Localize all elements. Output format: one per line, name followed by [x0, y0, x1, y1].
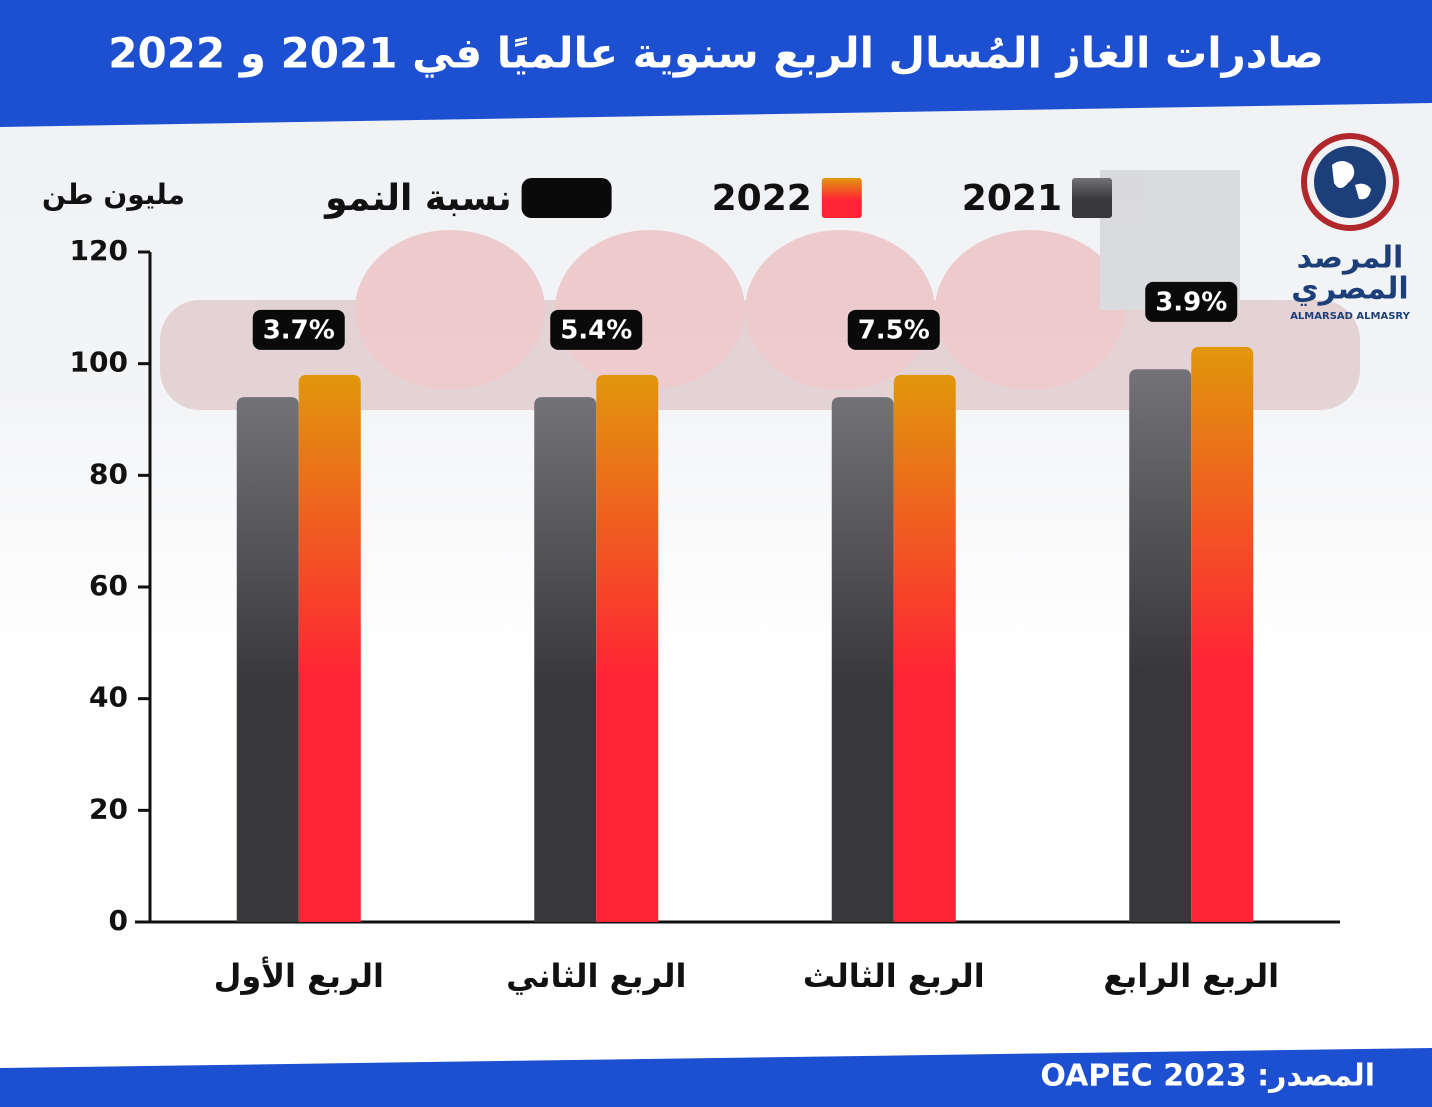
bar	[534, 397, 597, 923]
growth-label: 5.4%	[560, 315, 632, 345]
logo-land	[1332, 161, 1371, 200]
growth-label: 3.9%	[1155, 287, 1227, 317]
logo-globe	[1314, 146, 1386, 218]
logo-ring	[1301, 133, 1399, 231]
bar	[298, 374, 361, 922]
logo: المرصد المصري ALMARSAD ALMASRY	[1290, 133, 1411, 322]
bar	[236, 397, 299, 923]
growth-label: 3.7%	[263, 315, 335, 345]
y-axis-label: مليون طن	[42, 178, 185, 211]
growth-badge	[550, 309, 643, 350]
growth-badge	[1145, 281, 1238, 322]
logo-subtitle: ALMARSAD ALMASRY	[1290, 311, 1410, 322]
legend-swatch	[1072, 178, 1112, 218]
legend-label: 2021	[962, 178, 1062, 219]
logo-line: المرصد	[1297, 241, 1404, 276]
legend-swatch	[821, 178, 862, 218]
growth-badge	[847, 309, 940, 350]
y-tick-label: 80	[89, 457, 128, 490]
legend-label: 2022	[712, 178, 812, 219]
y-tick-label: 0	[109, 904, 128, 937]
x-tick-label: الربع الثالث	[803, 957, 985, 995]
legend-label: نسبة النمو	[323, 178, 511, 219]
title-bar	[0, 0, 1432, 127]
bar	[1129, 369, 1192, 922]
y-tick-label: 20	[89, 792, 128, 825]
bar	[1191, 346, 1254, 923]
growth-label: 7.5%	[858, 315, 930, 345]
growth-badge	[252, 309, 345, 350]
bar	[893, 374, 956, 922]
source: المصدر: OAPEC 2023	[1040, 1059, 1375, 1094]
logo-line: المصري	[1291, 272, 1408, 307]
y-tick-label: 60	[89, 569, 128, 602]
footer-bar	[0, 1048, 1432, 1107]
x-tick-label: الربع الرابع	[1103, 957, 1279, 995]
y-tick-label: 40	[89, 681, 128, 714]
legend-swatch	[521, 178, 612, 218]
bar	[596, 374, 659, 922]
y-tick-label: 120	[70, 234, 128, 267]
bar	[831, 397, 894, 923]
chart-title: صادرات الغاز المُسال الربع سنوية عالميًا…	[108, 29, 1323, 79]
x-tick-label: الربع الأول	[214, 956, 384, 995]
ship-backdrop	[160, 170, 1360, 410]
x-tick-label: الربع الثاني	[506, 957, 686, 995]
y-tick-label: 100	[70, 346, 128, 379]
